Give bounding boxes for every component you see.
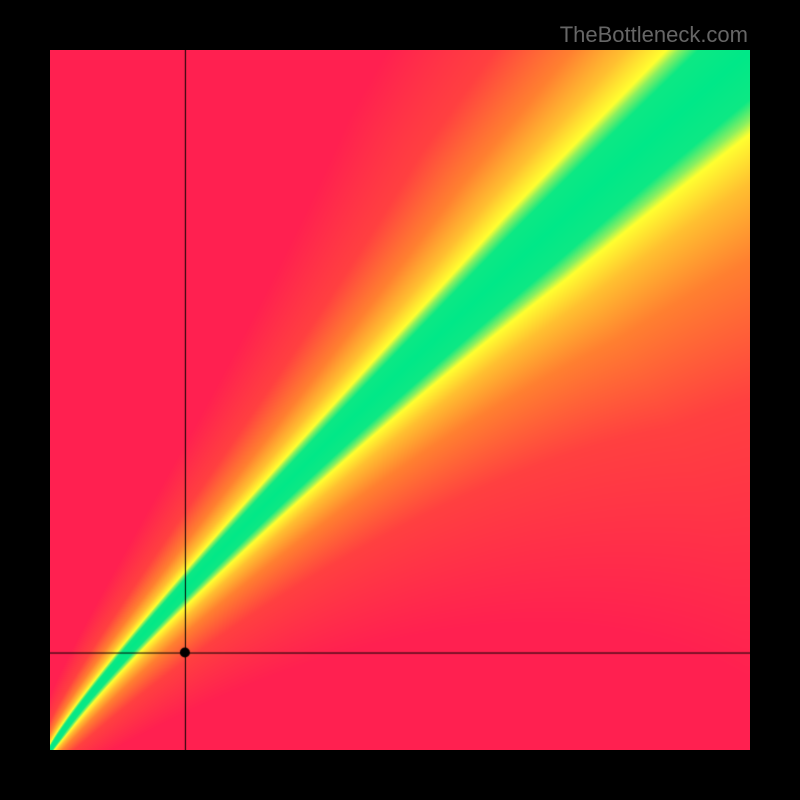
- chart-container: TheBottleneck.com: [0, 0, 800, 800]
- heatmap-area: [50, 50, 750, 750]
- watermark-text: TheBottleneck.com: [560, 22, 748, 48]
- heatmap-canvas: [50, 50, 750, 750]
